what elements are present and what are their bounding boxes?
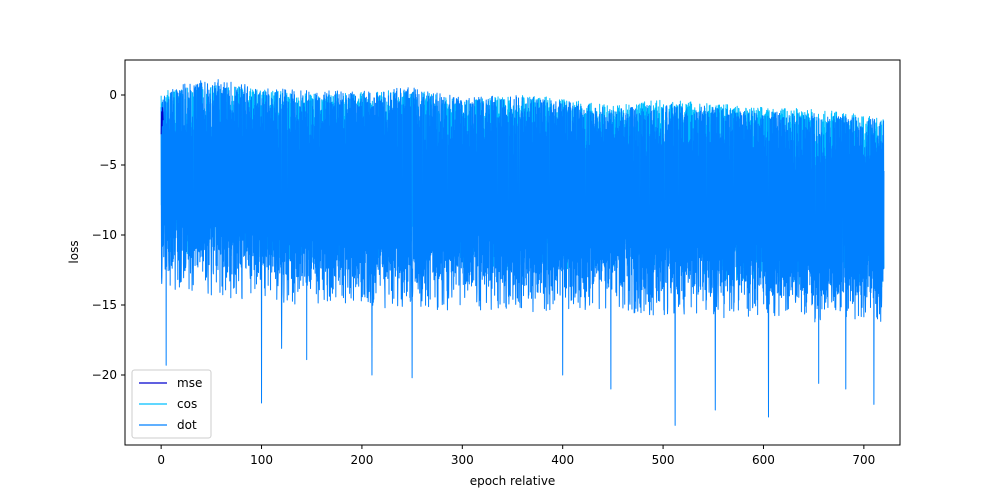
y-tick-label: 0: [109, 88, 117, 102]
series-layer: [160, 79, 885, 426]
x-axis: 0 100 200 300 400 500 600 700: [157, 445, 875, 467]
legend-label-cos: cos: [177, 397, 197, 411]
plot-area-frame: [124, 59, 901, 446]
x-tick-label: 0: [157, 453, 165, 467]
y-tick-label: −20: [92, 368, 117, 382]
x-tick-label: 500: [652, 453, 675, 467]
legend: mse cos dot: [131, 369, 212, 439]
x-tick-label: 200: [350, 453, 373, 467]
y-tick-label: −10: [92, 228, 117, 242]
x-tick-label: 600: [752, 453, 775, 467]
y-axis: 0 −5 −10 −15 −20: [92, 88, 125, 382]
x-tick-label: 100: [250, 453, 273, 467]
series-line-mse: [160, 107, 164, 135]
x-tick-label: 700: [852, 453, 875, 467]
y-axis-label: loss: [67, 240, 81, 263]
legend-box: [131, 369, 212, 439]
x-tick-label: 400: [551, 453, 574, 467]
x-tick-label: 300: [451, 453, 474, 467]
legend-label-mse: mse: [177, 376, 202, 390]
x-axis-label: epoch relative: [470, 474, 556, 488]
y-tick-label: −5: [99, 158, 117, 172]
legend-label-dot: dot: [177, 418, 197, 432]
series-line-dot: [160, 79, 885, 426]
y-tick-label: −15: [92, 298, 117, 312]
